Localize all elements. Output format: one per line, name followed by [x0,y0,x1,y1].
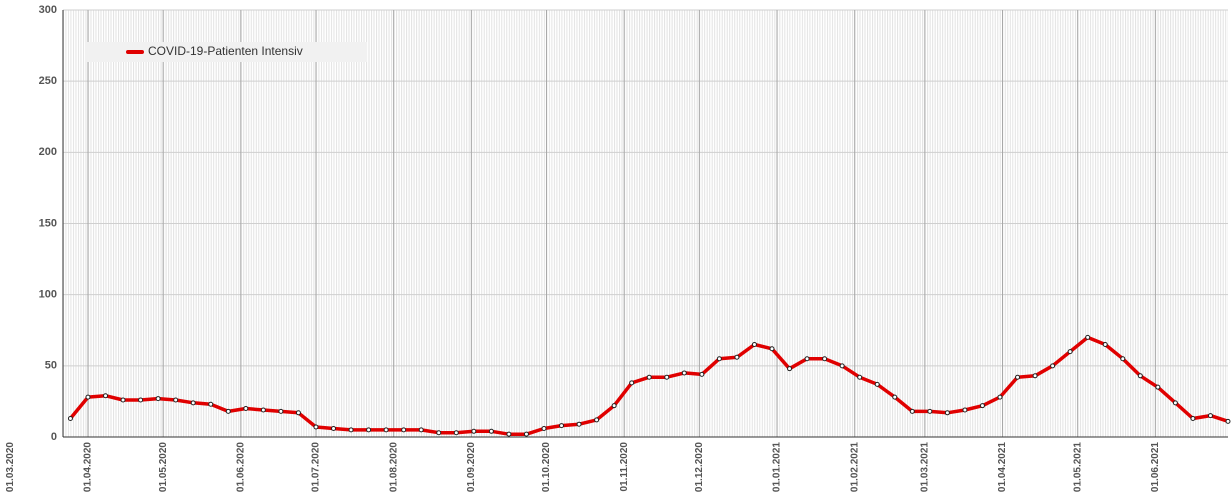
y-tick-label: 150 [39,217,57,229]
point [173,397,179,403]
point [243,406,249,412]
point [839,363,845,369]
point [313,424,319,430]
point [541,425,547,431]
point [120,397,126,403]
x-tick-label: 01.03.2021 [919,442,930,492]
point [85,394,91,400]
x-tick-label: 01.03.2020 [5,442,16,492]
x-tick-label: 01.08.2020 [388,442,399,492]
point [1102,341,1108,347]
point [295,410,301,416]
x-tick-label: 01.09.2020 [466,442,477,492]
point [629,380,635,386]
point [681,370,687,376]
point [348,427,354,433]
legend: COVID-19-Patienten Intensiv [85,42,367,62]
point [1190,415,1196,421]
point [1155,384,1161,390]
point [804,356,810,362]
point [436,430,442,436]
point [576,421,582,427]
point [155,396,161,402]
point [559,423,565,429]
point [1137,373,1143,379]
point [383,427,389,433]
x-tick-label: 01.01.2021 [772,442,783,492]
x-tick-label: 01.07.2020 [311,442,322,492]
point [927,408,933,414]
y-tick-label: 50 [45,360,57,372]
x-tick-label: 01.10.2020 [541,442,552,492]
point [331,425,337,431]
point [909,408,915,414]
legend-label: COVID-19-Patienten Intensiv [148,44,303,58]
point [979,403,985,409]
point [1225,418,1231,424]
point [1032,373,1038,379]
point [751,341,757,347]
point [366,427,372,433]
x-tick-label: 01.11.2020 [619,442,630,492]
point [1015,374,1021,380]
point [523,431,529,437]
point [997,394,1003,400]
point [488,428,494,434]
y-tick-label: 250 [39,75,57,87]
point [594,417,600,423]
x-tick-label: 01.04.2021 [997,442,1008,492]
point [699,371,705,377]
point [1172,400,1178,406]
point [1067,349,1073,355]
point [418,427,424,433]
point [944,410,950,416]
point [67,415,73,421]
point [734,354,740,360]
point [471,428,477,434]
point [1207,413,1213,419]
point [1120,356,1126,362]
point [401,427,407,433]
point [190,400,196,406]
point [646,374,652,380]
point [787,366,793,372]
point [716,356,722,362]
point [103,393,109,399]
x-tick-label: 01.04.2020 [83,442,94,492]
point [822,356,828,362]
point [857,374,863,380]
point [260,407,266,413]
x-tick-label: 01.06.2021 [1150,442,1161,492]
plot [67,334,1231,437]
point [506,431,512,437]
x-tick-label: 01.02.2021 [849,442,860,492]
point [892,394,898,400]
x-tick-label: 01.05.2020 [158,442,169,492]
point [664,374,670,380]
y-tick-label: 200 [39,146,57,158]
point [1085,334,1091,340]
x-tick-label: 01.06.2020 [235,442,246,492]
point [611,403,617,409]
point [225,408,231,414]
legend-box [85,42,367,62]
x-tick-label: 01.05.2021 [1072,442,1083,492]
x-tick-label: 01.12.2020 [694,442,705,492]
point [874,381,880,387]
point [1050,363,1056,369]
grid [63,9,1228,438]
point [208,401,214,407]
point [962,407,968,413]
point [769,346,775,352]
point [453,430,459,436]
y-tick-label: 300 [39,4,57,16]
point [278,408,284,414]
y-tick-label: 0 [51,431,57,443]
y-tick-label: 100 [39,289,57,301]
point [138,397,144,403]
